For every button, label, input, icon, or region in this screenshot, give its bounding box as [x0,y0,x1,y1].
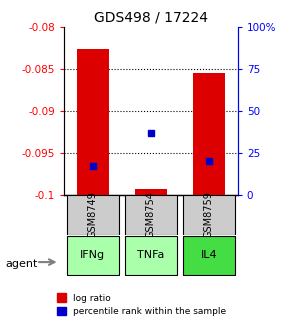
Text: GSM8749: GSM8749 [88,192,98,239]
Legend: log ratio, percentile rank within the sample: log ratio, percentile rank within the sa… [57,293,226,316]
Bar [135,189,167,195]
FancyBboxPatch shape [183,195,235,235]
FancyBboxPatch shape [125,236,177,275]
Text: IL4: IL4 [200,250,217,260]
Bar [77,49,109,195]
Text: GSM8754: GSM8754 [146,192,156,239]
Text: IFNg: IFNg [80,250,105,260]
FancyBboxPatch shape [183,236,235,275]
FancyBboxPatch shape [67,236,119,275]
Title: GDS498 / 17224: GDS498 / 17224 [94,10,208,24]
FancyBboxPatch shape [125,195,177,235]
Text: GSM8759: GSM8759 [204,192,214,239]
Text: TNFa: TNFa [137,250,164,260]
Text: agent: agent [6,259,38,269]
Bar [193,73,225,195]
FancyBboxPatch shape [67,195,119,235]
